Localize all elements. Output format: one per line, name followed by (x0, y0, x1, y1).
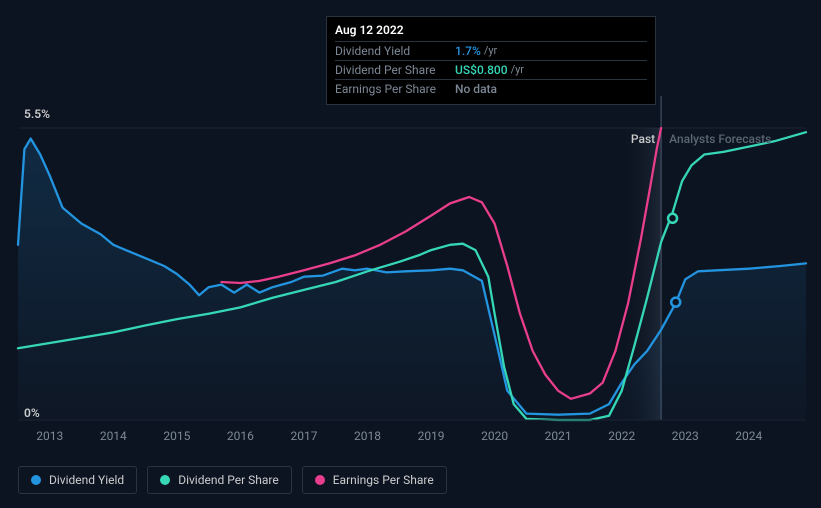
x-tick-2019: 2019 (418, 429, 445, 443)
tooltip-row: Earnings Per ShareNo data (335, 79, 647, 98)
legend-label: Dividend Per Share (178, 473, 279, 487)
legend-swatch (315, 475, 325, 485)
legend-item-earnings-per-share[interactable]: Earnings Per Share (302, 466, 447, 494)
tooltip-row: Dividend Yield1.7%/yr (335, 41, 647, 60)
tooltip-value: 1.7% (455, 44, 481, 58)
x-tick-2013: 2013 (36, 429, 63, 443)
x-tick-2022: 2022 (608, 429, 635, 443)
zone-label-forecast: Analysts Forecasts (669, 132, 771, 146)
tooltip-row: Dividend Per ShareUS$0.800/yr (335, 60, 647, 79)
x-tick-2020: 2020 (481, 429, 508, 443)
chart-legend: Dividend Yield Dividend Per Share Earnings… (18, 466, 447, 494)
tooltip-suffix: /yr (484, 44, 497, 58)
tooltip-suffix: /yr (511, 63, 524, 77)
y-axis-max-label: 5.5% (24, 107, 50, 121)
x-tick-2021: 2021 (545, 429, 572, 443)
x-tick-2014: 2014 (100, 429, 127, 443)
legend-label: Dividend Yield (49, 473, 124, 487)
dividend-chart: 5.5% 0% 2013 2014 2015 2016 2017 2018 2019 2020… (0, 0, 821, 508)
legend-item-dividend-yield[interactable]: Dividend Yield (18, 466, 137, 494)
tooltip-value: No data (455, 82, 497, 96)
zone-label-past: Past (631, 132, 655, 146)
legend-label: Earnings Per Share (333, 473, 434, 487)
x-tick-2016: 2016 (227, 429, 254, 443)
tooltip-label: Dividend Per Share (335, 63, 455, 77)
legend-swatch (31, 475, 41, 485)
x-tick-2024: 2024 (735, 429, 762, 443)
chart-tooltip: Aug 12 2022 Dividend Yield1.7%/yrDividen… (326, 16, 656, 105)
legend-item-dividend-per-share[interactable]: Dividend Per Share (147, 466, 292, 494)
x-tick-2017: 2017 (290, 429, 317, 443)
x-tick-2015: 2015 (163, 429, 190, 443)
y-axis-zero-label: 0% (24, 406, 40, 420)
tooltip-label: Dividend Yield (335, 44, 455, 58)
tooltip-label: Earnings Per Share (335, 82, 455, 96)
x-tick-2023: 2023 (672, 429, 699, 443)
tooltip-date: Aug 12 2022 (335, 23, 647, 41)
legend-swatch (160, 475, 170, 485)
tooltip-value: US$0.800 (455, 63, 508, 77)
x-tick-2018: 2018 (354, 429, 381, 443)
